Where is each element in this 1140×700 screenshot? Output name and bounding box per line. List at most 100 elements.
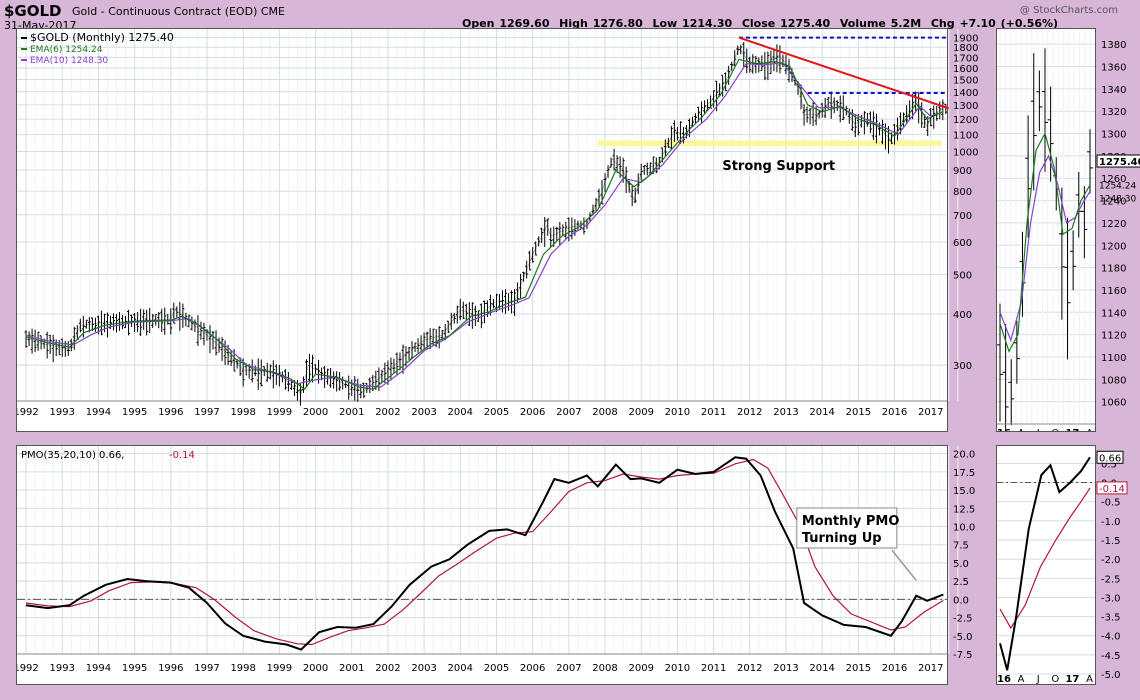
x-tick-label: A	[1018, 674, 1025, 684]
x-tick-label: 2012	[737, 663, 762, 674]
y-tick-label: 1400	[953, 88, 978, 99]
y-tick-label: 1900	[953, 34, 978, 45]
y-tick-label: 1800	[953, 43, 978, 54]
high-label: High	[559, 17, 588, 30]
x-tick-label: 17	[1065, 428, 1079, 431]
x-tick-label: 2006	[520, 407, 545, 418]
y-tick-label: 1060	[1101, 398, 1126, 409]
y-tick-label: -3.0	[1101, 593, 1121, 604]
x-tick-label: A	[1018, 428, 1025, 431]
close-value: 1275.40	[780, 17, 831, 30]
description-text: Gold - Continuous Contract (EOD)	[72, 5, 258, 18]
price-panel: 300 400 500 600 700 800 900 1000 1100 1200 1300 140…	[16, 28, 978, 432]
zoom-price-panel: 1060 1080 1100 1120 1140 1160 1180 1200 1220 1240…	[996, 28, 1140, 432]
watermark: @ StockCharts.com	[1019, 5, 1118, 16]
y-tick-label: 1140	[1101, 308, 1126, 319]
x-tick-label: 2017	[918, 407, 943, 418]
y-tick-label: 5.0	[953, 559, 969, 570]
y-tick-label: 500	[953, 270, 972, 281]
x-tick-label: 2005	[484, 663, 509, 674]
y-tick-label: 300	[953, 361, 972, 372]
y-tick-label: -4.0	[1101, 632, 1121, 643]
x-tick-label: 2013	[773, 663, 798, 674]
y-tick-label: 1080	[1101, 375, 1126, 386]
chart-description: Gold - Continuous Contract (EOD) CME	[72, 5, 285, 18]
y-tick-label: 10.0	[953, 523, 975, 534]
y-tick-label: -1.5	[1101, 536, 1121, 547]
ema6-line	[25, 58, 944, 390]
resistance-trendline	[738, 36, 950, 110]
x-tick-label: 2009	[628, 407, 653, 418]
x-tick-label: 1997	[194, 407, 219, 418]
x-tick-label: 2012	[737, 407, 762, 418]
y-tick-label: 20.0	[953, 450, 975, 461]
y-tick-label: 1500	[953, 76, 978, 87]
x-tick-label: 1996	[158, 663, 183, 674]
y-tick-label: 1360	[1101, 63, 1126, 74]
y-tick-label: 0.5	[1101, 459, 1117, 470]
x-tick-label: 1992	[17, 407, 39, 418]
chg-label: Chg	[930, 17, 955, 30]
y-tick-label: -7.5	[953, 650, 973, 661]
x-tick-label: 2017	[918, 663, 943, 674]
x-tick-label: 1995	[122, 663, 147, 674]
pmo-panel: -7.5 -5.0 -2.5 0.0 2.5 5.0 7.5 10.0 12.5 15.0 17.5…	[16, 445, 975, 685]
y-tick-label: -2.0	[1101, 555, 1121, 566]
pmo-signal-line	[999, 487, 1091, 630]
x-tick-label: 2002	[375, 663, 400, 674]
zoom-pmo-panel: -5.0 -4.5 -4.0 -3.5 -3.0 -2.5 -2.0 -1.5 -1.0 -0.5…	[996, 445, 1128, 685]
signal-value-box	[1096, 481, 1128, 495]
exchange-text: CME	[260, 5, 285, 18]
x-tick-label: 1994	[86, 663, 111, 674]
y-tick-label: 1200	[1101, 241, 1126, 252]
pmo-line	[25, 456, 944, 651]
legend-swatch	[21, 48, 27, 50]
price-trace	[25, 46, 944, 395]
y-tick-label: 7.5	[953, 541, 969, 552]
y-tick-label: 800	[953, 187, 972, 198]
support-annotation: Strong Support	[722, 159, 835, 174]
x-tick-label: 2013	[773, 407, 798, 418]
x-tick-label: 1993	[50, 663, 75, 674]
x-tick-label: 1997	[194, 663, 219, 674]
x-tick-label: A	[1086, 674, 1093, 684]
x-tick-label: 2003	[411, 407, 436, 418]
x-tick-label: 2010	[665, 663, 690, 674]
y-tick-label: 1160	[1101, 286, 1126, 297]
x-tick-label: 2006	[520, 663, 545, 674]
y-tick-label: 1380	[1101, 40, 1126, 51]
y-tick-label: 1600	[953, 64, 978, 75]
x-tick-label: 1992	[17, 663, 39, 674]
support-band	[597, 140, 942, 147]
x-tick-label: 2001	[339, 663, 364, 674]
y-tick-label: 1260	[1101, 174, 1126, 185]
pmo-legend: PMO(35,20,10) 0.66,	[21, 450, 125, 461]
y-tick-label: 1180	[1101, 264, 1126, 275]
annotation-line-2: Turning Up	[802, 531, 882, 546]
x-tick-label: 2008	[592, 407, 617, 418]
x-tick-label: 2015	[846, 663, 871, 674]
y-tick-label: -5.0	[953, 632, 973, 643]
x-tick-label: 2011	[701, 663, 726, 674]
x-tick-label: 1993	[50, 407, 75, 418]
x-tick-label: 1998	[230, 663, 255, 674]
x-tick-label: 2004	[448, 663, 473, 674]
low-value: 1214.30	[682, 17, 733, 30]
pmo-line	[999, 456, 1091, 671]
y-tick-label: -0.5	[1101, 498, 1121, 509]
x-tick-label: 17	[1065, 674, 1079, 684]
x-tick-label: 2014	[809, 407, 834, 418]
high-value: 1276.80	[592, 17, 643, 30]
y-tick-label: 600	[953, 238, 972, 249]
x-tick-label: 2014	[809, 663, 834, 674]
y-tick-label: 1300	[1101, 130, 1126, 141]
x-tick-label: A	[1086, 428, 1093, 431]
legend-label: EMA(6) 1254.24	[30, 45, 103, 55]
y-tick-label: 12.5	[953, 504, 975, 515]
close-label-box	[1096, 154, 1140, 168]
x-tick-label: J	[1036, 674, 1040, 684]
y-tick-label: -5.0	[1101, 670, 1121, 681]
x-tick-label: 2007	[556, 407, 581, 418]
y-tick-label: 1340	[1101, 85, 1126, 96]
ema10-line	[25, 61, 944, 388]
